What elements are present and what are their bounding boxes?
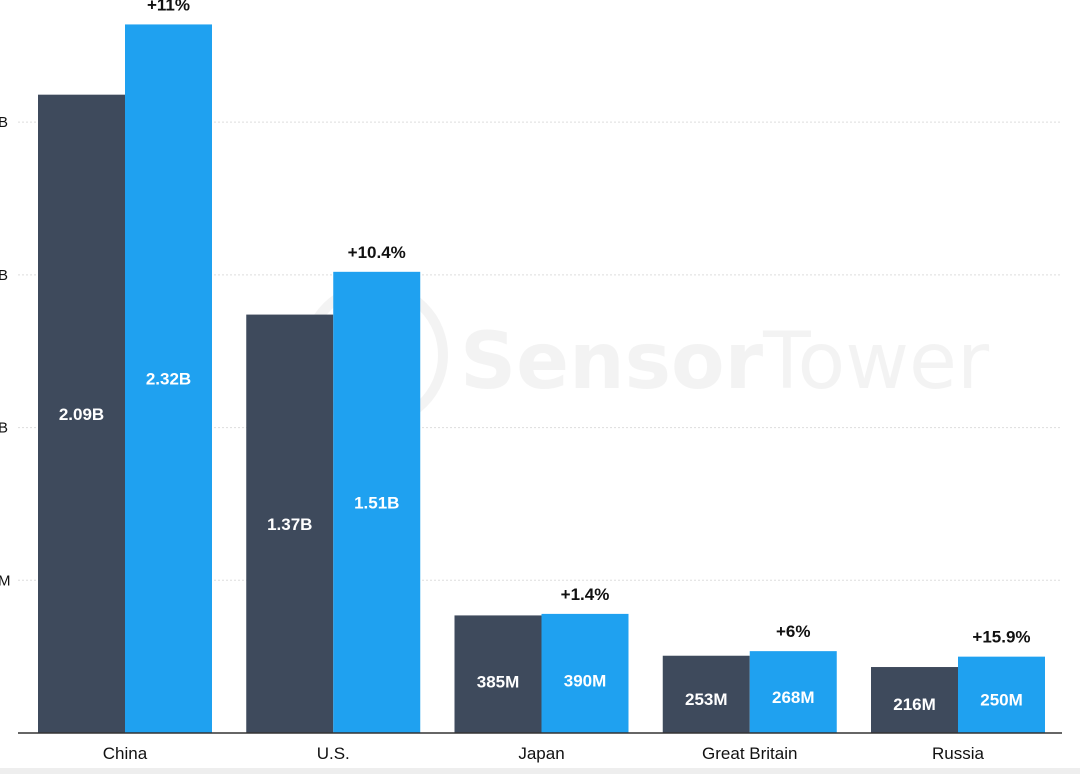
bar-value-label: 250M xyxy=(980,690,1023,709)
bar-value-label: 2.09B xyxy=(59,405,104,424)
bar-previous-japan xyxy=(454,615,542,733)
x-tick-label: U.S. xyxy=(317,744,350,763)
y-tick-label: B xyxy=(0,420,8,437)
growth-label: +1.4% xyxy=(561,585,610,604)
bar-previous-great-britain xyxy=(662,655,750,733)
x-tick-label: Russia xyxy=(932,744,985,763)
bar-value-label: 2.32B xyxy=(146,370,191,389)
bar-value-label: 268M xyxy=(772,688,815,707)
bar-current-japan xyxy=(541,613,629,733)
bar-previous-u-s xyxy=(246,314,334,733)
growth-label: +10.4% xyxy=(348,243,406,262)
watermark-text-light: Tower xyxy=(762,317,990,407)
growth-label: +11% xyxy=(147,0,190,14)
bar-current-russia xyxy=(958,656,1045,733)
bar-value-label: 216M xyxy=(893,695,936,714)
bar-current-china xyxy=(125,24,212,733)
bar-current-u-s xyxy=(333,271,421,733)
bar-previous-russia xyxy=(871,667,958,733)
x-tick-label: China xyxy=(103,744,148,763)
y-tick-label: B xyxy=(0,267,8,284)
bar-value-label: 1.37B xyxy=(267,515,312,534)
x-tick-label: Japan xyxy=(518,744,564,763)
bottom-strip xyxy=(0,768,1080,774)
watermark: SensorTower xyxy=(302,282,990,428)
labels: 2.09B 2.32B +11% China 1.37B 1.51B +10.4% U.S. 3… xyxy=(59,0,1031,763)
watermark-text: SensorTower xyxy=(460,317,990,407)
y-tick-label: M xyxy=(0,572,11,589)
x-tick-label: Great Britain xyxy=(702,744,797,763)
bar-value-label: 390M xyxy=(564,672,607,691)
bar-value-label: 1.51B xyxy=(354,493,399,512)
watermark-text-bold: Sensor xyxy=(460,317,764,407)
bar-current-great-britain xyxy=(749,651,837,733)
growth-label: +6% xyxy=(776,622,811,641)
y-tick-label: B xyxy=(0,114,8,131)
bar-previous-china xyxy=(38,94,125,733)
bars xyxy=(38,24,1045,733)
bar-value-label: 385M xyxy=(477,672,520,691)
bar-value-label: 253M xyxy=(685,690,728,709)
growth-label: +15.9% xyxy=(972,628,1030,647)
